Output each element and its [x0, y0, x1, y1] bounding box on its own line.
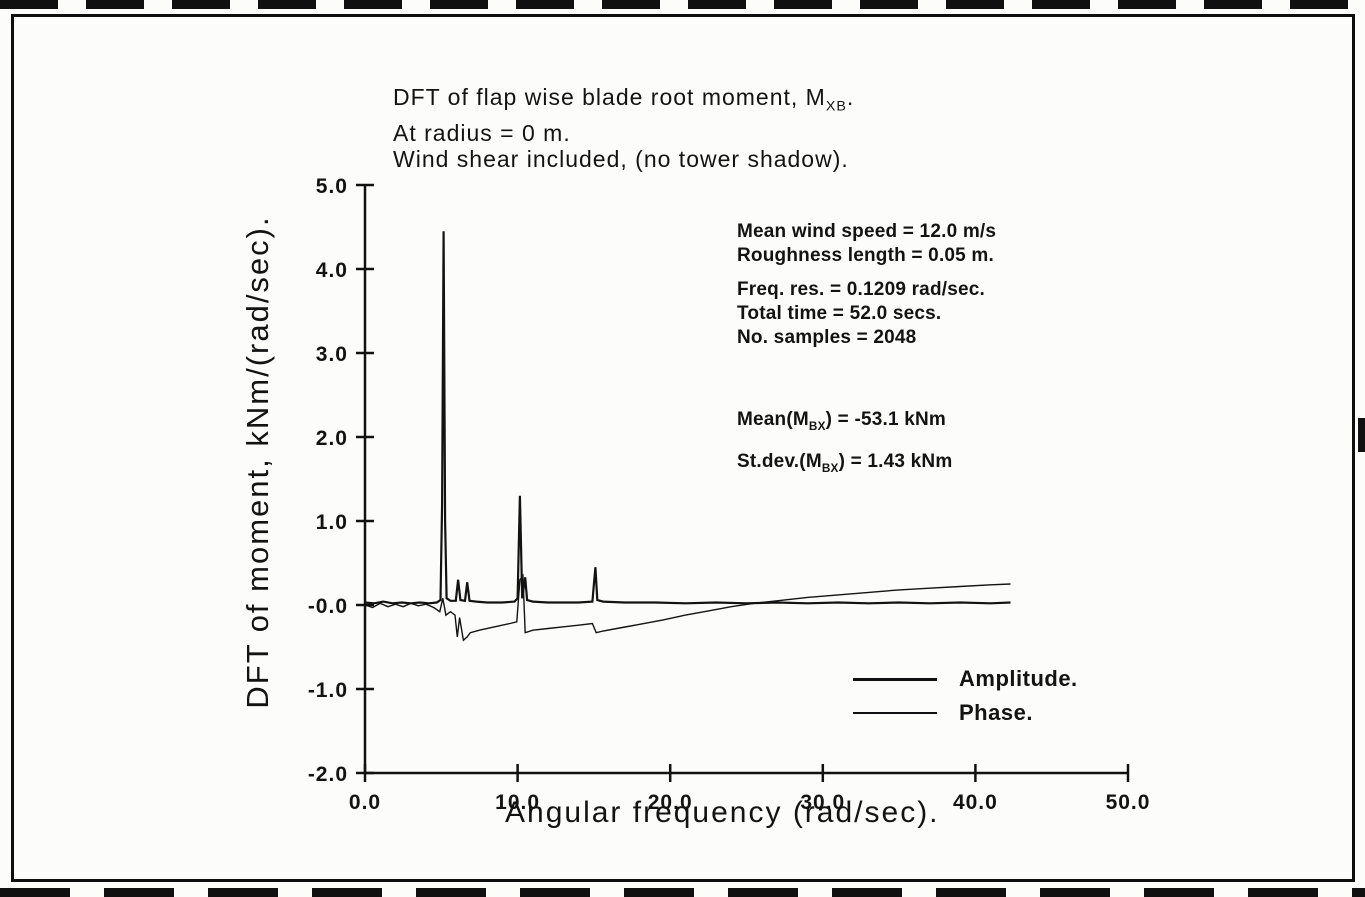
legend-line-amplitude	[853, 677, 937, 681]
svg-text:2.0: 2.0	[316, 427, 348, 450]
legend-label-amplitude: Amplitude.	[959, 666, 1078, 691]
annotation-roughness-length: Roughness length = 0.05 m.	[737, 245, 995, 266]
title-subscript: XB	[825, 98, 847, 115]
mean-subscript: BX	[808, 419, 826, 433]
svg-text:0.0: 0.0	[349, 791, 381, 814]
scan-artifact-top	[0, 0, 1365, 9]
annotation-num-samples: No. samples = 2048	[737, 327, 917, 348]
legend-label-phase: Phase.	[959, 700, 1033, 725]
scan-artifact-bottom	[0, 888, 1365, 897]
annotation-freq-res: Freq. res. = 0.1209 rad/sec.	[737, 279, 986, 300]
svg-text:20.0: 20.0	[648, 791, 693, 814]
chart-title-line2: At radius = 0 m.	[393, 119, 571, 146]
annotation-stdev-moment: St.dev.(MBX) = 1.43 kNm	[737, 451, 953, 475]
x-axis-label: Angular frequency (rad/sec).	[505, 796, 940, 829]
scan-artifact-right	[1358, 418, 1365, 452]
svg-text:30.0: 30.0	[800, 791, 845, 814]
annotation-sampling-block: Freq. res. = 0.1209 rad/sec. Total time …	[737, 278, 985, 350]
svg-text:10.0: 10.0	[495, 791, 540, 814]
legend: Amplitude. Phase.	[853, 662, 1078, 730]
annotation-total-time: Total time = 52.0 secs.	[737, 303, 942, 324]
svg-text:-0.0: -0.0	[308, 595, 348, 618]
svg-text:3.0: 3.0	[316, 343, 348, 366]
annotation-wind-block: Mean wind speed = 12.0 m/s Roughness len…	[737, 220, 996, 268]
svg-text:40.0: 40.0	[953, 791, 998, 814]
svg-text:-1.0: -1.0	[308, 679, 348, 702]
chart-title-line1: DFT of flap wise blade root moment, MXB.	[393, 84, 855, 115]
chart-title: DFT of flap wise blade root moment, MXB.…	[393, 84, 854, 172]
chart-title-line3: Wind shear included, (no tower shadow).	[393, 145, 849, 172]
svg-text:1.0: 1.0	[316, 511, 348, 534]
svg-text:50.0: 50.0	[1106, 791, 1151, 814]
annotation-mean-wind-speed: Mean wind speed = 12.0 m/s	[737, 221, 997, 242]
legend-line-phase	[853, 712, 937, 714]
legend-item-amplitude: Amplitude.	[853, 662, 1078, 696]
legend-item-phase: Phase.	[853, 696, 1078, 730]
svg-text:-2.0: -2.0	[308, 763, 348, 786]
svg-text:4.0: 4.0	[316, 259, 348, 282]
figure-border	[11, 14, 1355, 882]
stdev-subscript: BX	[821, 461, 839, 475]
annotation-mean-moment: Mean(MBX) = -53.1 kNm	[737, 409, 947, 433]
svg-text:5.0: 5.0	[316, 175, 348, 198]
